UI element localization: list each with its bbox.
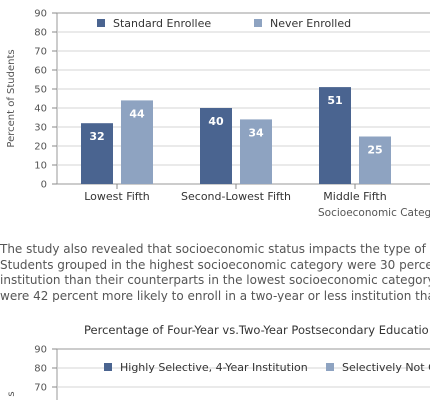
y-tick-label: 70	[34, 383, 47, 394]
legend-label: Standard Enrollee	[113, 17, 211, 30]
bar	[359, 136, 391, 184]
legend-swatch	[326, 363, 334, 371]
bar-value-label: 34	[248, 126, 264, 139]
y-axis-label: Percent of Students	[6, 49, 17, 147]
legend-swatch	[104, 363, 112, 371]
legend-label: Highly Selective, 4-Year Institution	[120, 361, 308, 374]
y-tick-label: 80	[34, 364, 47, 375]
y-tick-label: 70	[34, 47, 47, 58]
bar-value-label: 51	[327, 94, 342, 107]
y-tick-label: 90	[34, 9, 47, 20]
legend-label: Never Enrolled	[270, 17, 351, 30]
y-tick-label: 20	[34, 142, 47, 153]
paragraph-line: Students grouped in the highest socioeco…	[0, 257, 430, 272]
bar	[200, 108, 232, 184]
legend-label: Selectively Not Cl	[342, 361, 430, 374]
y-tick-label: 50	[34, 85, 47, 96]
y-tick-label: 90	[34, 345, 47, 356]
paragraph-line: were 42 percent more likely to enroll in…	[0, 288, 430, 303]
legend-swatch	[97, 19, 105, 27]
plot-frame	[56, 348, 430, 400]
y-tick-label: 80	[34, 28, 47, 39]
y-tick-label: 10	[34, 161, 47, 172]
bar-value-label: 25	[367, 144, 382, 157]
y-tick-label: 40	[34, 104, 47, 115]
y-tick-label: 0	[41, 180, 47, 191]
bar-value-label: 32	[89, 130, 104, 143]
bar	[81, 123, 113, 184]
paragraph-line: The study also revealed that socioeconom…	[0, 242, 430, 256]
institution-type-chart: 70 80 90 s Highly Selective, 4-Year Institut…	[6, 345, 430, 400]
bar	[240, 119, 272, 184]
x-tick-label: Second-Lowest Fifth	[181, 190, 291, 203]
x-tick-label: Lowest Fifth	[84, 190, 150, 203]
body-paragraph: The study also revealed that socioeconom…	[0, 242, 430, 302]
bar	[319, 87, 351, 184]
legend-swatch	[254, 19, 262, 27]
bar-value-label: 44	[129, 107, 145, 120]
x-axis-label: Socioeconomic Category	[318, 207, 430, 219]
bar-value-label: 40	[208, 115, 224, 128]
y-tick-label: 30	[34, 123, 47, 134]
y-axis-label: s	[6, 391, 17, 396]
x-tick-label: Middle Fifth	[323, 190, 386, 203]
bar	[121, 100, 153, 184]
y-tick-label: 60	[34, 66, 47, 77]
paragraph-line: institution than their counterparts in t…	[0, 273, 430, 287]
socioeconomic-enrollment-chart: 0 10 20 30 40 50 60 70 80 90 Percent of Students 32…	[6, 9, 430, 219]
chart-title: Percentage of Four-Year vs.Two-Year Post…	[84, 323, 429, 337]
